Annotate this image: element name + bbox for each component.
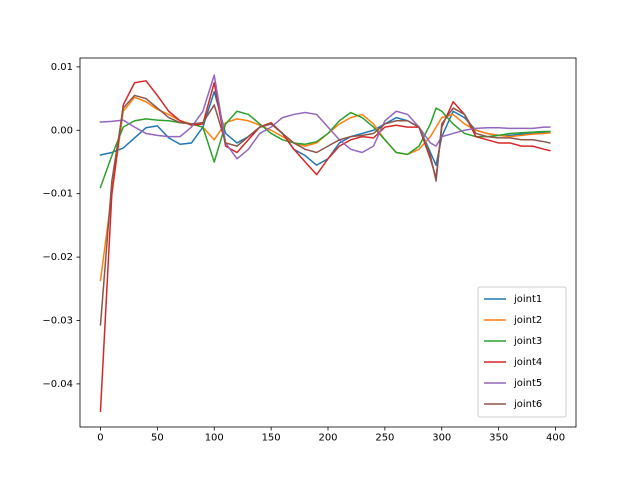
x-tick-label: 400 (546, 432, 565, 443)
y-tick-label: 0.01 (51, 62, 73, 73)
x-tick-label: 250 (375, 432, 394, 443)
series-line-joint5 (99, 74, 551, 160)
x-tick-label: 200 (318, 432, 337, 443)
x-tick-label: 100 (205, 432, 224, 443)
legend-label-joint4: joint4 (513, 357, 542, 368)
y-tick-label: −0.02 (42, 252, 73, 263)
legend-label-joint2: joint2 (513, 315, 542, 326)
x-tick-label: 150 (262, 432, 281, 443)
y-tick-label: −0.01 (42, 189, 73, 200)
y-tick-label: 0.00 (51, 125, 73, 136)
legend-label-joint1: joint1 (513, 294, 542, 305)
y-tick-label: −0.03 (42, 315, 73, 326)
legend: joint1 joint2 joint3 joint4 joint5 joint6 (477, 286, 567, 418)
x-tick-label: 300 (432, 432, 451, 443)
axes-layer: −0.04 −0.03 −0.02 −0.01 0.00 0.01 0 50 100 150 200… (42, 57, 577, 443)
x-tick-label: 50 (151, 432, 164, 443)
series-line-joint6 (99, 94, 551, 326)
legend-label-joint6: joint6 (513, 399, 542, 410)
legend-label-joint3: joint3 (513, 336, 542, 347)
series-layer (99, 74, 551, 412)
y-tick-label: −0.04 (42, 379, 73, 390)
legend-box (477, 286, 567, 418)
x-tick-label: 0 (97, 432, 103, 443)
legend-label-joint5: joint5 (513, 378, 542, 389)
x-tick-label: 350 (489, 432, 508, 443)
series-line-joint4 (99, 80, 551, 412)
